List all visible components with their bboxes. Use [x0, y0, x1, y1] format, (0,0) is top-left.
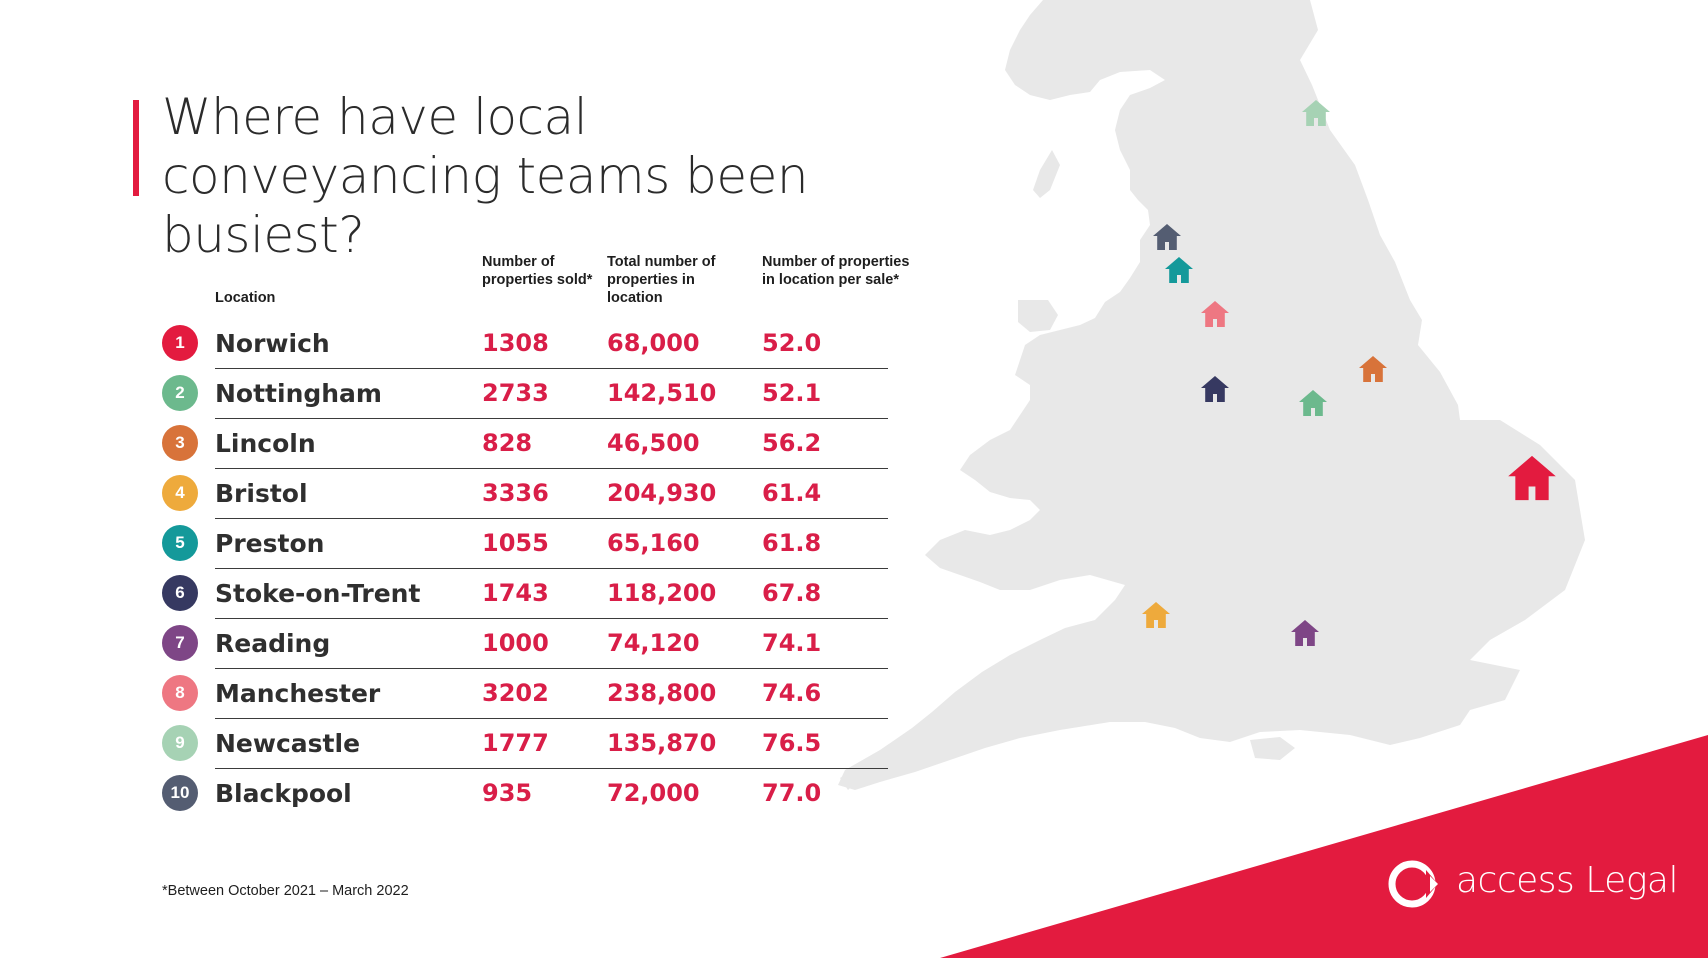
rank-badge: 1	[162, 325, 198, 361]
header-total-properties: Total number of properties in location	[607, 254, 716, 306]
location-name: Newcastle	[215, 729, 361, 758]
rank-badge: 9	[162, 725, 198, 761]
logo-text: access Legal	[1456, 860, 1679, 901]
rank-badge: 10	[162, 775, 198, 811]
rank-badge: 4	[162, 475, 198, 511]
properties-per-sale-value: 52.0	[762, 329, 822, 357]
rank-badge: 6	[162, 575, 198, 611]
header-location: Location	[215, 290, 276, 306]
location-name: Stoke-on-Trent	[215, 579, 421, 608]
page-title: Where have local conveyancing teams been…	[162, 88, 809, 264]
properties-sold-value: 3336	[482, 479, 549, 507]
rank-badge: 8	[162, 675, 198, 711]
row-divider	[215, 418, 888, 419]
location-name: Reading	[215, 629, 331, 658]
location-name: Bristol	[215, 479, 308, 508]
rank-badge: 2	[162, 375, 198, 411]
map-islands-southwest	[840, 772, 858, 790]
total-properties-value: 68,000	[607, 329, 700, 357]
location-name: Blackpool	[215, 779, 352, 808]
table-row: 1 Norwich 1308 68,000 52.0	[160, 318, 888, 369]
properties-per-sale-value: 74.6	[762, 679, 822, 707]
total-properties-value: 135,870	[607, 729, 717, 757]
total-properties-value: 238,800	[607, 679, 717, 707]
table-row: 10 Blackpool 935 72,000 77.0	[160, 768, 888, 818]
table-row: 9 Newcastle 1777 135,870 76.5	[160, 718, 888, 769]
row-divider	[215, 618, 888, 619]
manchester-house-icon	[1201, 301, 1229, 327]
properties-per-sale-value: 76.5	[762, 729, 822, 757]
properties-sold-value: 1743	[482, 579, 549, 607]
properties-sold-value: 2733	[482, 379, 549, 407]
lincoln-house-icon	[1359, 356, 1387, 382]
properties-sold-value: 935	[482, 779, 533, 807]
map-isle-of-wight	[1250, 737, 1295, 760]
properties-sold-value: 1055	[482, 529, 549, 557]
location-name: Manchester	[215, 679, 381, 708]
properties-per-sale-value: 77.0	[762, 779, 822, 807]
properties-per-sale-value: 67.8	[762, 579, 822, 607]
total-properties-value: 204,930	[607, 479, 717, 507]
properties-per-sale-value: 52.1	[762, 379, 822, 407]
row-divider	[215, 718, 888, 719]
total-properties-value: 72,000	[607, 779, 700, 807]
row-divider	[215, 568, 888, 569]
row-divider	[215, 668, 888, 669]
newcastle-house-icon	[1302, 100, 1330, 126]
table-row: 3 Lincoln 828 46,500 56.2	[160, 418, 888, 469]
map-isle-of-man	[1033, 150, 1060, 198]
location-name: Lincoln	[215, 429, 316, 458]
properties-per-sale-value: 61.4	[762, 479, 822, 507]
row-divider	[215, 768, 888, 769]
table-row: 7 Reading 1000 74,120 74.1	[160, 618, 888, 669]
table-row: 8 Manchester 3202 238,800 74.6	[160, 668, 888, 719]
rank-badge: 5	[162, 525, 198, 561]
table-row: 4 Bristol 3336 204,930 61.4	[160, 468, 888, 519]
total-properties-value: 142,510	[607, 379, 717, 407]
properties-sold-value: 828	[482, 429, 533, 457]
properties-per-sale-value: 74.1	[762, 629, 822, 657]
properties-per-sale-value: 61.8	[762, 529, 822, 557]
logo-ring-icon	[1388, 860, 1438, 908]
row-divider	[215, 368, 888, 369]
total-properties-value: 46,500	[607, 429, 700, 457]
rank-badge: 3	[162, 425, 198, 461]
footnote: *Between October 2021 – March 2022	[162, 883, 409, 899]
rank-badge: 7	[162, 625, 198, 661]
brand-corner-shape	[940, 735, 1708, 958]
ranking-table: 1 Norwich 1308 68,000 52.0 2 Nottingham 2733 142…	[160, 318, 888, 818]
row-divider	[215, 518, 888, 519]
properties-per-sale-value: 56.2	[762, 429, 822, 457]
table-row: 5 Preston 1055 65,160 61.8	[160, 518, 888, 569]
header-properties-sold: Number of properties sold*	[482, 254, 593, 288]
properties-sold-value: 1000	[482, 629, 549, 657]
row-divider	[215, 468, 888, 469]
total-properties-value: 118,200	[607, 579, 717, 607]
blackpool-house-icon	[1153, 224, 1181, 250]
properties-sold-value: 1308	[482, 329, 549, 357]
norwich-house-icon	[1508, 455, 1556, 501]
nottingham-house-icon	[1299, 390, 1327, 416]
table-row: 2 Nottingham 2733 142,510 52.1	[160, 368, 888, 419]
total-properties-value: 74,120	[607, 629, 700, 657]
header-properties-per-sale: Number of properties in location per sal…	[762, 254, 910, 288]
location-name: Norwich	[215, 329, 330, 358]
location-name: Preston	[215, 529, 325, 558]
preston-house-icon	[1165, 257, 1193, 283]
title-accent-bar	[133, 100, 139, 196]
properties-sold-value: 1777	[482, 729, 549, 757]
location-name: Nottingham	[215, 379, 382, 408]
table-row: 6 Stoke-on-Trent 1743 118,200 67.8	[160, 568, 888, 619]
total-properties-value: 65,160	[607, 529, 700, 557]
access-legal-logo: access Legal	[1386, 856, 1686, 912]
bristol-house-icon	[1142, 602, 1170, 628]
reading-house-icon	[1291, 620, 1319, 646]
stoke-house-icon	[1201, 376, 1229, 402]
map-anglesey	[1018, 300, 1058, 332]
properties-sold-value: 3202	[482, 679, 549, 707]
